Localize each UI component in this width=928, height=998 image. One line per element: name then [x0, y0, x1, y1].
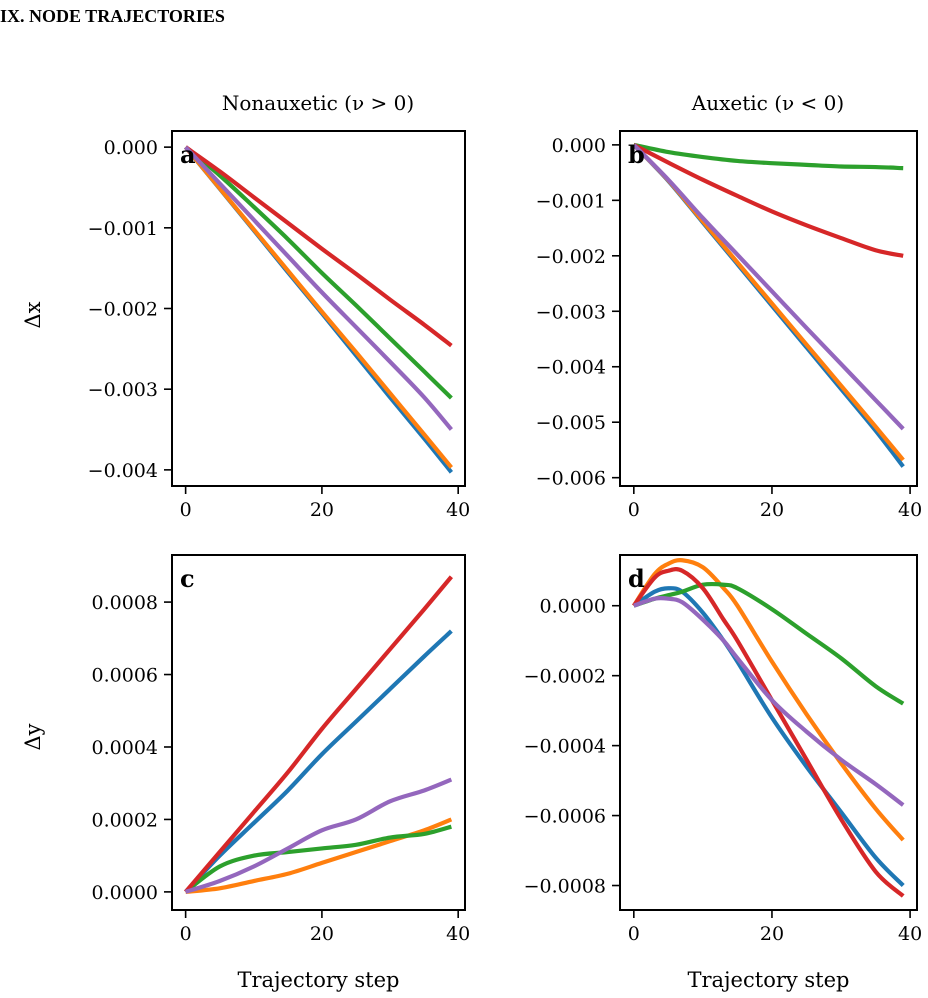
y-tick-label: −0.0004: [524, 736, 606, 758]
y-tick-label: −0.001: [536, 190, 606, 212]
y-tick-label: −0.005: [536, 412, 606, 434]
series-line-red: [184, 575, 453, 894]
series-line-red: [184, 145, 453, 348]
y-tick-label: 0.0000: [92, 882, 158, 904]
y-tick-label: −0.006: [536, 468, 606, 490]
panel-c: 0 20 40 0.0000 0.0002 0.0004 0.0006 0.0008 c Traj…: [92, 554, 470, 992]
x-tick-label: 20: [310, 923, 334, 945]
y-tick-label: 0.0004: [92, 737, 158, 759]
y-tick-label: 0.0002: [92, 809, 158, 831]
y-tick-label: −0.002: [88, 299, 158, 321]
y-tick-label: 0.0000: [540, 596, 606, 618]
series-line-green: [184, 145, 453, 400]
x-tick-label: 0: [180, 499, 192, 521]
series-line-blue: [632, 586, 905, 888]
y-tick-label: −0.002: [536, 246, 606, 268]
panel-letter-a: a: [180, 140, 196, 169]
x-tick-label: 0: [180, 923, 192, 945]
y-tick-label: −0.004: [536, 357, 606, 379]
x-tick-label: 40: [446, 499, 470, 521]
y-tick-label: 0.000: [104, 137, 158, 159]
panel-b: 0 20 40 0.000 −0.001 −0.002 −0.003 −0.004 −0.005…: [536, 130, 922, 521]
series-line-green: [633, 142, 904, 171]
y-tick-label: −0.001: [88, 218, 158, 240]
ylabel-dx: Δx: [21, 301, 45, 328]
y-tick-label: −0.003: [536, 301, 606, 323]
column-title-auxetic: Auxetic (ν < 0): [691, 91, 844, 115]
series-line-red: [632, 567, 905, 898]
series-line-blue: [632, 143, 905, 468]
x-tick-label: 40: [898, 923, 922, 945]
x-tick-label: 20: [760, 499, 784, 521]
section-heading: IX. NODE TRAJECTORIES: [0, 6, 225, 26]
y-tick-label: −0.0006: [524, 806, 606, 828]
x-axis-label: Trajectory step: [687, 968, 849, 992]
panel-d: 0 20 40 0.0000 −0.0002 −0.0004 −0.0006 −0.0008 d…: [524, 554, 922, 992]
plot-frame: [619, 554, 918, 911]
panel-letter-b: b: [628, 140, 645, 169]
series-line-purple: [184, 145, 453, 431]
series-line-purple: [633, 595, 905, 807]
series-line-green: [633, 581, 905, 706]
series-line-orange: [632, 558, 905, 842]
plot-frame: [619, 130, 918, 487]
panel-a: 0 20 40 0.000 −0.001 −0.002 −0.003 −0.004 a: [88, 130, 470, 521]
x-tick-label: 0: [628, 923, 640, 945]
panel-letter-c: c: [180, 564, 195, 593]
x-axis-label: Trajectory step: [237, 968, 399, 992]
y-tick-label: −0.003: [88, 379, 158, 401]
series-line-red: [632, 143, 904, 258]
plot-frame: [171, 554, 466, 911]
panel-letter-d: d: [628, 564, 645, 593]
y-tick-label: 0.000: [552, 135, 606, 157]
x-tick-label: 40: [446, 923, 470, 945]
x-tick-label: 20: [760, 923, 784, 945]
series-line-purple: [632, 143, 905, 431]
y-tick-label: 0.0008: [92, 592, 158, 614]
x-tick-label: 20: [310, 499, 334, 521]
series-line-blue: [184, 629, 453, 894]
series-line-purple: [184, 777, 453, 894]
y-tick-label: −0.0008: [524, 876, 606, 898]
x-tick-label: 40: [898, 499, 922, 521]
x-tick-label: 0: [628, 499, 640, 521]
y-tick-label: −0.0002: [524, 666, 606, 688]
column-title-nonauxetic: Nonauxetic (ν > 0): [222, 91, 414, 115]
ylabel-dy: Δy: [21, 723, 45, 750]
series-line-orange: [184, 145, 453, 469]
y-tick-label: −0.004: [88, 460, 158, 482]
series-line-green: [184, 824, 452, 894]
series-line-orange: [632, 143, 905, 462]
y-tick-label: 0.0006: [92, 665, 158, 687]
